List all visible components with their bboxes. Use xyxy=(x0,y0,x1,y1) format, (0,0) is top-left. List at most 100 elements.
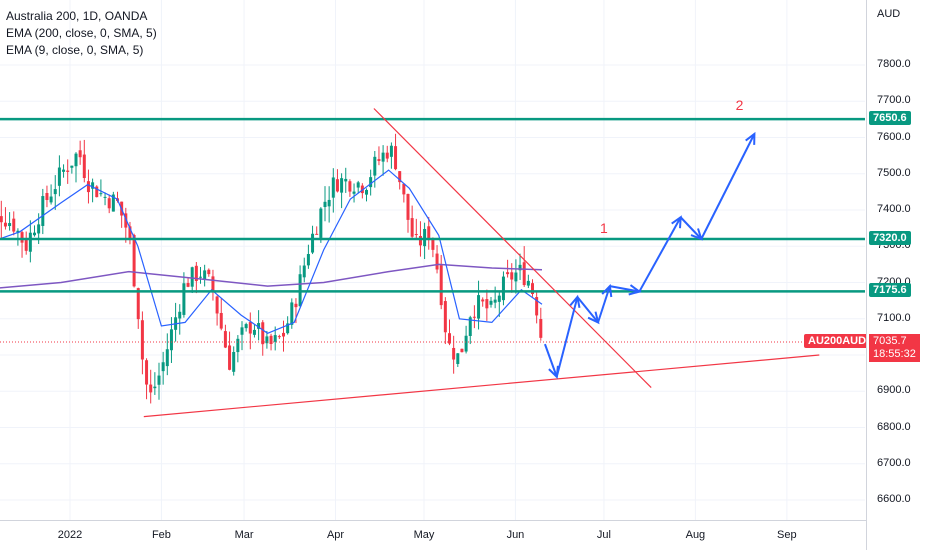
candle xyxy=(269,333,273,351)
candle-body xyxy=(464,335,468,352)
candle-body xyxy=(211,276,215,293)
candle-body xyxy=(302,265,306,278)
candle-body xyxy=(66,170,70,172)
candle xyxy=(385,145,389,163)
candle xyxy=(510,263,514,293)
candle-body xyxy=(82,154,86,179)
candle xyxy=(277,334,281,340)
candle-body xyxy=(443,301,447,333)
candle xyxy=(348,179,352,197)
candle-body xyxy=(128,226,132,239)
legend-title[interactable]: Australia 200, 1D, OANDA xyxy=(6,9,148,23)
time-tick-label: Apr xyxy=(326,529,345,541)
candle-body xyxy=(394,146,398,170)
projection-leg xyxy=(555,294,581,378)
price-axis[interactable]: AUD 7800.0 7700.0 7600.0 7500.0 7400.0 7300.0… xyxy=(866,0,932,550)
candle xyxy=(306,244,310,269)
candle-body xyxy=(431,238,435,250)
candle-body xyxy=(373,156,377,176)
candle-body xyxy=(132,234,136,287)
projection-leg xyxy=(609,284,642,296)
candle xyxy=(265,330,269,349)
projection-leg xyxy=(638,215,682,293)
candle-body xyxy=(41,196,45,226)
candle xyxy=(33,225,36,237)
chart-pane[interactable]: Australia 200, 1D, OANDA EMA (200, close… xyxy=(0,0,871,520)
candle-body xyxy=(194,265,198,282)
candle-body xyxy=(497,295,501,302)
bar-countdown: 18:55:32 xyxy=(873,348,916,361)
candle-body xyxy=(228,345,232,370)
candle xyxy=(174,302,178,342)
candle-body xyxy=(273,335,277,342)
candle xyxy=(128,221,132,245)
grid xyxy=(0,0,865,520)
symbol-price-tag: AU200AUD xyxy=(804,334,871,349)
candle-body xyxy=(385,152,389,159)
candle-body xyxy=(149,384,153,393)
candle xyxy=(107,194,111,214)
price-chart[interactable] xyxy=(0,0,865,520)
candle-body xyxy=(294,303,298,308)
candle-body xyxy=(244,324,248,329)
candle xyxy=(497,290,501,317)
candle xyxy=(352,183,356,203)
candle xyxy=(20,230,24,258)
candle xyxy=(66,159,70,184)
candle-body xyxy=(111,194,115,212)
candle xyxy=(190,266,194,294)
candle xyxy=(0,200,3,239)
legend-ema200[interactable]: EMA (200, close, 0, SMA, 5) xyxy=(6,26,157,40)
projection-arrowhead xyxy=(745,131,756,145)
candle-body xyxy=(49,196,53,203)
level-price-tag: 7650.6 xyxy=(869,111,911,126)
price-tick-label: 7400.0 xyxy=(877,203,911,215)
candle xyxy=(518,253,522,280)
candle xyxy=(178,304,182,335)
candle xyxy=(140,311,144,375)
time-axis[interactable]: 2022 Feb Mar Apr May Jun Jul Aug Sep xyxy=(0,520,866,551)
price-tick-label: 6900.0 xyxy=(877,384,911,397)
candle xyxy=(244,322,248,332)
candle xyxy=(456,353,460,367)
projection-segment xyxy=(609,285,640,293)
candle-body xyxy=(311,233,315,253)
candle-body xyxy=(240,327,244,335)
candle-body xyxy=(153,386,157,389)
candle-body xyxy=(331,177,335,198)
candle xyxy=(431,237,435,258)
candle xyxy=(489,297,493,308)
time-tick-label: May xyxy=(413,529,435,541)
candle-body xyxy=(406,193,410,220)
ema200-line xyxy=(0,263,543,289)
candle xyxy=(394,133,398,171)
candle-body xyxy=(232,351,236,372)
candle-body xyxy=(526,280,530,286)
candle-body xyxy=(261,322,265,345)
candle-body xyxy=(3,222,7,227)
candle-body xyxy=(95,186,99,198)
candle-body xyxy=(398,171,402,183)
candle xyxy=(103,192,107,206)
candle xyxy=(477,280,481,330)
candle-body xyxy=(91,182,95,189)
candle xyxy=(124,207,128,243)
candle-body xyxy=(124,213,128,228)
candle-body xyxy=(427,226,431,241)
candle xyxy=(439,255,443,310)
candle xyxy=(62,164,66,178)
candle-body xyxy=(418,236,422,246)
candle-body xyxy=(501,276,505,301)
candle-body xyxy=(252,329,256,335)
wave-label-1: 1 xyxy=(599,220,608,236)
candle-body xyxy=(356,182,360,188)
candle-body xyxy=(223,331,227,348)
candle xyxy=(298,265,302,307)
candle xyxy=(344,167,348,193)
legend-ema9[interactable]: EMA (9, close, 0, SMA, 5) xyxy=(6,43,144,57)
candle xyxy=(443,297,447,345)
candle xyxy=(377,146,381,166)
time-tick-label: 2022 xyxy=(57,529,83,541)
candle xyxy=(24,231,28,255)
candle xyxy=(365,188,368,202)
